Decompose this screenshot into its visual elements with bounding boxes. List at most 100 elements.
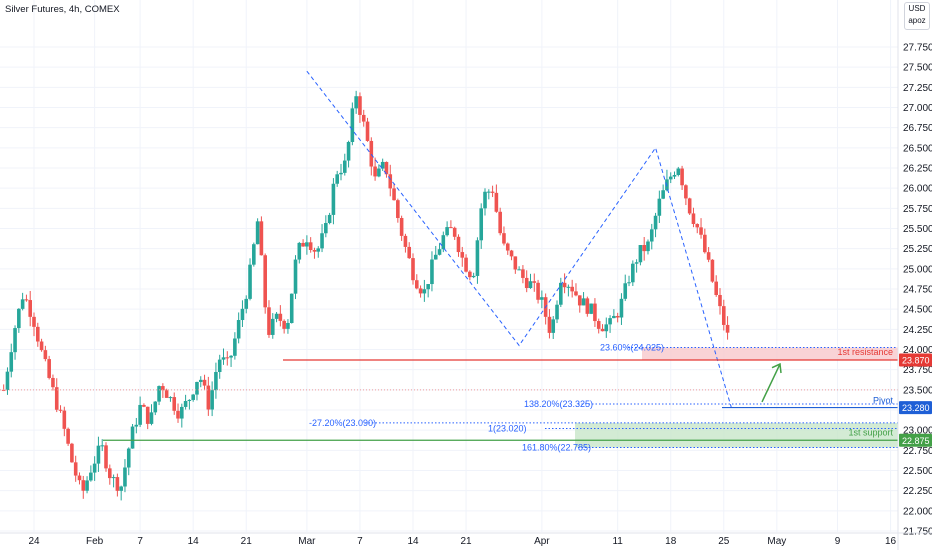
candle-body: [331, 183, 336, 215]
candle-body: [418, 288, 423, 294]
candles: [1, 90, 730, 501]
candle-body: [240, 308, 245, 321]
support-zone: [575, 422, 898, 448]
candle-body: [668, 176, 673, 180]
candle-body: [540, 297, 544, 300]
candle-body: [441, 235, 446, 250]
x-tick-label: 21: [241, 536, 253, 547]
candle-body: [195, 381, 199, 395]
candle-body: [39, 341, 44, 351]
price-badge-label: 23.870: [902, 355, 930, 365]
candle-body: [358, 96, 362, 115]
fib-label: 138.20%(23.325): [524, 399, 593, 409]
candle-body: [445, 227, 449, 236]
candle-body: [24, 299, 29, 301]
candle-body: [608, 318, 612, 325]
currency-label: USD: [908, 4, 926, 13]
candle-body: [551, 319, 556, 333]
candle-body: [361, 114, 366, 122]
arrow-head: [771, 362, 782, 374]
candle-body: [9, 352, 14, 372]
x-tick-label: May: [767, 536, 786, 547]
currency-box[interactable]: USD apoz: [904, 2, 930, 30]
candle-body: [426, 284, 430, 290]
candle-body: [706, 252, 711, 260]
candle-body: [710, 259, 715, 282]
y-tick-label: 23.500: [903, 385, 932, 396]
candle-body: [73, 462, 78, 476]
candle-body: [308, 242, 313, 250]
x-tick-label: Apr: [534, 536, 550, 547]
candle-body: [278, 313, 283, 321]
candle-body: [289, 293, 294, 323]
candle-body: [43, 350, 48, 360]
candle-body: [172, 397, 177, 411]
candle-body: [721, 306, 726, 325]
y-tick-label: 25.250: [903, 244, 932, 255]
candle-body: [259, 221, 264, 256]
candle-body: [327, 214, 332, 224]
candle-body: [449, 227, 453, 229]
y-tick-label: 23.750: [903, 365, 932, 376]
candle-body: [585, 298, 590, 314]
candle-body: [699, 227, 703, 235]
candle-body: [145, 406, 150, 424]
candle-body: [631, 263, 635, 283]
candle-body: [62, 410, 67, 429]
grid: [0, 0, 898, 532]
candle-body: [388, 174, 393, 189]
candle-body: [342, 160, 347, 173]
candle-body: [475, 240, 480, 276]
candle-body: [161, 386, 165, 391]
candle-body: [380, 161, 385, 169]
candle-body: [225, 357, 230, 359]
candle-body: [577, 295, 582, 306]
candle-body: [570, 286, 574, 292]
candle-body: [47, 359, 51, 378]
candle-body: [403, 235, 408, 247]
x-tick-label: 11: [612, 536, 623, 547]
x-tick-label: 16: [885, 536, 897, 547]
fib-label: 23.60%(24.025): [600, 342, 664, 352]
y-tick-label: 27.000: [903, 103, 932, 114]
candle-body: [433, 254, 438, 260]
candle-body: [236, 320, 241, 339]
candle-body: [198, 379, 203, 382]
y-tick-label: 25.000: [903, 264, 932, 275]
y-tick-label: 22.500: [903, 466, 932, 477]
y-tick-label: 24.250: [903, 325, 932, 336]
candle-body: [714, 281, 718, 295]
x-tick-label: 14: [407, 536, 419, 547]
candle-body: [566, 286, 571, 288]
candle-body: [20, 299, 25, 309]
candle-body: [479, 208, 484, 241]
candle-body: [77, 475, 82, 481]
candle-body: [373, 166, 377, 177]
candle-body: [411, 258, 415, 281]
candle-body: [286, 322, 290, 329]
candle-body: [176, 410, 180, 419]
x-tick-label: 14: [188, 536, 200, 547]
x-tick-label: 21: [460, 536, 472, 547]
x-tick-label: Mar: [298, 536, 316, 547]
candle-body: [66, 428, 70, 444]
candle-body: [81, 480, 86, 491]
candle-body: [267, 307, 271, 335]
candle-body: [5, 371, 10, 390]
pivot-label: Pivot: [873, 396, 894, 406]
candle-body: [464, 257, 468, 272]
pattern-line: [306, 70, 732, 408]
candle-body: [498, 211, 502, 234]
candle-body: [202, 379, 207, 386]
candle-body: [718, 294, 722, 307]
resistance-zone: [642, 347, 898, 360]
candle-body: [89, 472, 93, 481]
candle-body: [187, 399, 192, 402]
candle-body: [153, 401, 158, 413]
candle-body: [600, 328, 605, 332]
candle-body: [142, 404, 146, 407]
candle-body: [487, 191, 491, 193]
candle-body: [407, 246, 412, 259]
